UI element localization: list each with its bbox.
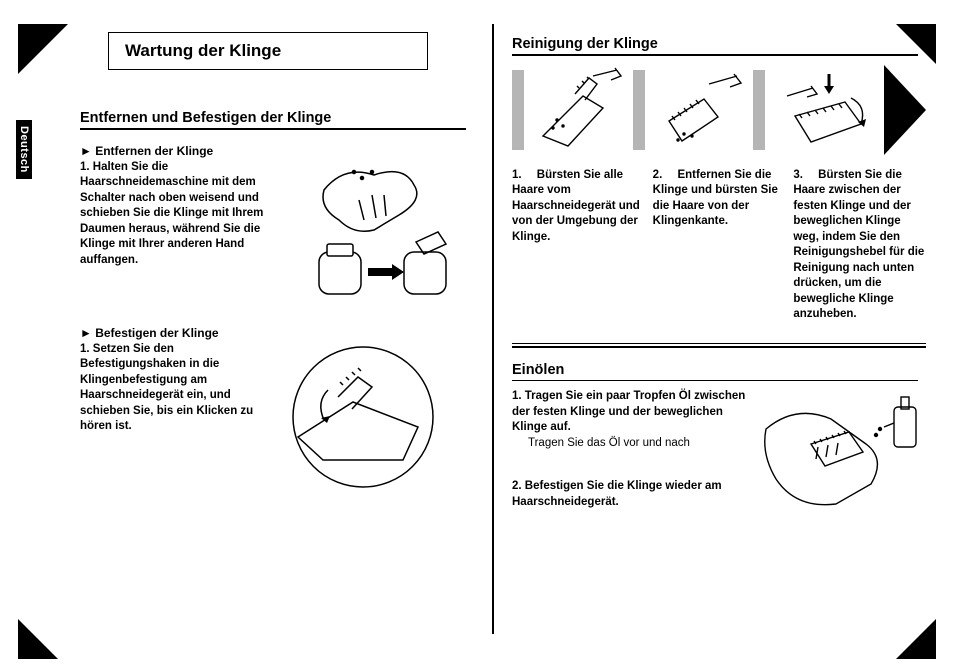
clean-step-3: 3. Bürsten Sie die Haare zwischen der fe… <box>793 168 926 323</box>
oil-step2: 2. Befestigen Sie die Klinge wieder am H… <box>512 479 748 510</box>
subheading-remove-attach: Entfernen und Befestigen der Klinge <box>80 106 466 130</box>
oiling-illustration <box>756 389 926 519</box>
step-num: 3. <box>793 169 806 181</box>
subheading-cleaning: Reinigung der Klinge <box>512 32 918 56</box>
page-container: Wartung der Klinge Entfernen und Befesti… <box>0 0 954 671</box>
attach-step-text: 1. Setzen Sie den Befestigungshaken in d… <box>80 342 260 492</box>
left-column: Wartung der Klinge Entfernen und Befesti… <box>0 0 492 671</box>
step-num: 2. <box>653 169 666 181</box>
gray-bar <box>633 70 645 150</box>
step-num: 1. <box>512 169 525 181</box>
clean-illus-1 <box>533 66 623 154</box>
clean-illus-3 <box>775 66 875 154</box>
clean-step-1: 1. Bürsten Sie alle Haare vom Haarschnei… <box>512 168 645 323</box>
subheading-oiling: Einölen <box>512 358 918 382</box>
clean-step-2: 2. Entfernen Sie die Klinge und bürsten … <box>653 168 786 323</box>
oil-step1-sub: Tragen Sie das Öl vor und nach <box>512 436 690 452</box>
subheading-text: Entfernen und Befestigen der Klinge <box>80 106 466 128</box>
step-text: Bürsten Sie die Haare zwischen der feste… <box>793 169 924 321</box>
section-rule <box>512 346 926 348</box>
oiling-text: 1. Tragen Sie ein paar Tropfen Öl zwisch… <box>512 389 748 519</box>
clean-illus-2 <box>654 66 744 154</box>
main-heading-box: Wartung der Klinge <box>108 32 428 70</box>
remove-row: 1. Halten Sie die Haarschneidemaschine m… <box>80 160 474 300</box>
step-text: Bürsten Sie alle Haare vom Haarschneideg… <box>512 169 640 243</box>
gray-bar <box>512 70 524 150</box>
cleaning-heading: Reinigung der Klinge <box>512 32 918 54</box>
step-text: Entfernen Sie die Klinge und bürsten Sie… <box>653 169 778 228</box>
cleaning-illustration-strip <box>512 62 926 158</box>
attach-label: Befestigen der Klinge <box>80 326 474 340</box>
attach-illustration <box>268 342 458 492</box>
cleaning-steps: 1. Bürsten Sie alle Haare vom Haarschnei… <box>512 168 926 323</box>
rule <box>80 128 466 130</box>
oiling-heading: Einölen <box>512 358 918 380</box>
right-column: Reinigung der Klinge <box>494 0 954 671</box>
remove-label: Entfernen der Klinge <box>80 144 474 158</box>
section-rule <box>512 343 926 345</box>
oiling-row: 1. Tragen Sie ein paar Tropfen Öl zwisch… <box>512 389 926 519</box>
attach-row: 1. Setzen Sie den Befestigungshaken in d… <box>80 342 474 492</box>
remove-step-text: 1. Halten Sie die Haarschneidemaschine m… <box>80 160 296 300</box>
gray-bar <box>753 70 765 150</box>
rule <box>512 380 918 382</box>
rule <box>512 54 918 56</box>
remove-illustration <box>304 160 474 300</box>
main-heading: Wartung der Klinge <box>125 41 411 61</box>
big-arrow-icon <box>884 65 926 155</box>
oil-step1: 1. Tragen Sie ein paar Tropfen Öl zwisch… <box>512 390 745 433</box>
